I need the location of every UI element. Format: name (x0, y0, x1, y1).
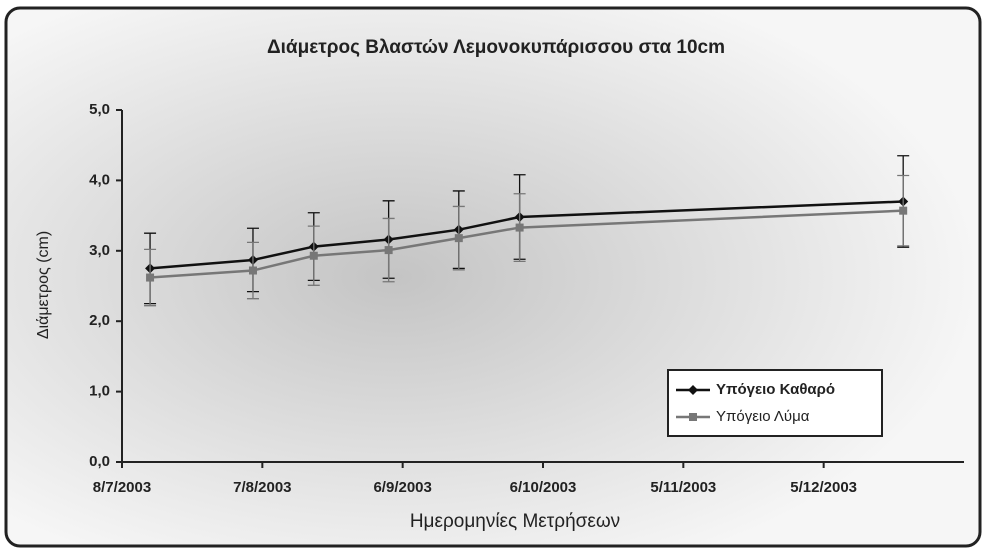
y-axis-label: Διάμετρος (cm) (35, 231, 52, 339)
legend-label: Υπόγειο Λύμα (716, 408, 810, 425)
y-tick-label: 0,0 (89, 453, 110, 470)
y-tick-label: 3,0 (89, 242, 110, 259)
chart-title: Διάμετρος Βλαστών Λεμονοκυπάρισσου στα 1… (267, 37, 725, 58)
data-point (384, 246, 393, 255)
data-point (146, 273, 155, 282)
legend-label: Υπόγειο Καθαρό (716, 381, 835, 398)
x-tick-label: 5/12/2003 (790, 479, 857, 496)
x-tick-label: 5/11/2003 (650, 479, 716, 496)
data-point (248, 266, 257, 275)
y-tick-label: 5,0 (89, 101, 110, 118)
y-tick-label: 4,0 (89, 171, 110, 188)
data-point (309, 251, 318, 260)
x-tick-label: 8/7/2003 (93, 479, 151, 496)
legend-marker (689, 413, 697, 421)
data-point (454, 234, 463, 243)
y-tick-label: 1,0 (89, 383, 110, 400)
y-tick-label: 2,0 (89, 312, 110, 329)
legend-box (667, 369, 883, 437)
x-tick-label: 7/8/2003 (233, 479, 291, 496)
x-tick-label: 6/10/2003 (510, 479, 577, 496)
data-point (515, 223, 524, 232)
legend-marker (688, 385, 698, 395)
data-point (899, 206, 908, 215)
x-tick-label: 6/9/2003 (373, 479, 431, 496)
x-axis-label: Ημερομηνίες Μετρήσεων (410, 511, 620, 532)
